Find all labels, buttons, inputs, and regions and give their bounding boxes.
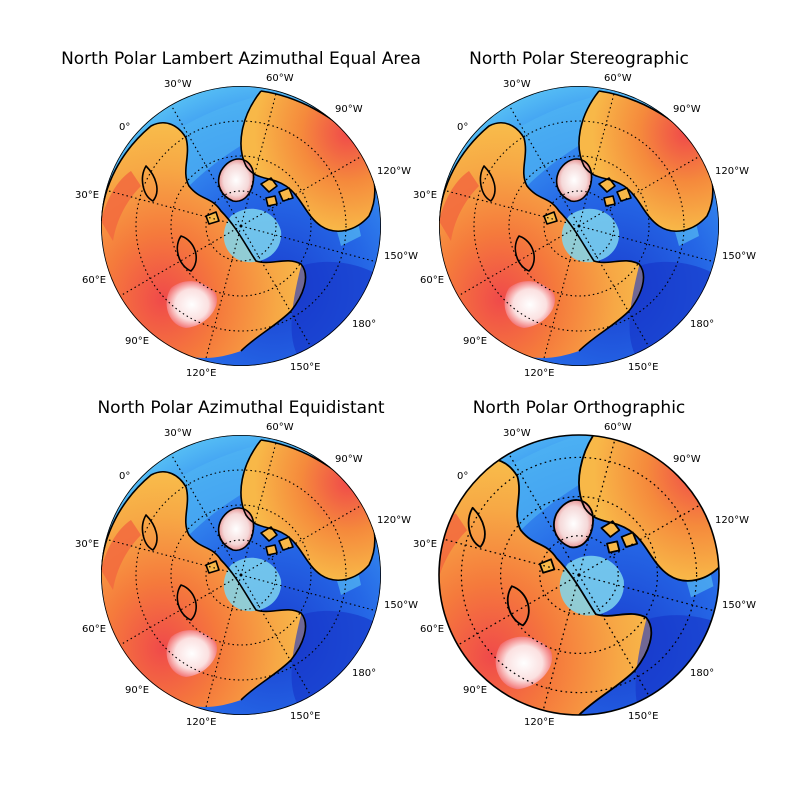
meridian-label-120w: 120°W [377,515,411,526]
meridian-label-60e: 60°E [420,624,444,635]
meridian-label-120w: 120°W [715,166,749,177]
panel-title: North Polar Lambert Azimuthal Equal Area [61,49,421,69]
meridian-labels: 30°W 60°W 0° 90°W 120°W 30°E 150°W 60°E … [75,422,418,728]
meridian-labels: 30°W 60°W 0° 90°W 120°W 30°E 150°W 60°E … [413,422,756,728]
map-disk [101,86,381,366]
meridian-label-90w: 90°W [673,104,701,115]
meridian-label-180: 180° [690,319,714,330]
map-panel-stereographic: North Polar Stereographic 30°W 60°W 0° 9… [413,49,756,379]
meridian-label-120w: 120°W [377,166,411,177]
meridian-label-30e: 30°E [75,539,99,550]
meridian-label-120e: 120°E [186,368,216,379]
meridian-label-150e: 150°E [290,362,320,373]
meridian-label-150w: 150°W [722,251,756,262]
meridian-label-0: 0° [457,122,468,133]
meridian-label-60w: 60°W [266,73,294,84]
meridian-label-90w: 90°W [673,454,701,465]
meridian-label-0: 0° [119,471,130,482]
map-panel-orthographic: North Polar Orthographic 30°W 60°W 0° 90… [413,398,756,728]
meridian-label-90e: 90°E [125,685,149,696]
meridian-label-90w: 90°W [335,454,363,465]
meridian-label-0: 0° [119,122,130,133]
meridian-label-90e: 90°E [463,336,487,347]
meridian-label-60e: 60°E [82,275,106,286]
meridian-label-150e: 150°E [628,711,658,722]
panel-title: North Polar Azimuthal Equidistant [97,398,384,418]
meridian-label-180: 180° [352,668,376,679]
meridian-label-150w: 150°W [722,600,756,611]
meridian-label-150w: 150°W [384,251,418,262]
meridian-label-60w: 60°W [604,422,632,433]
meridian-label-180: 180° [690,668,714,679]
meridian-label-30w: 30°W [503,79,531,90]
panel-title: North Polar Stereographic [469,49,689,69]
map-disk [438,434,720,716]
meridian-label-30e: 30°E [413,539,437,550]
meridian-labels: 30°W 60°W 0° 90°W 120°W 30°E 150°W 60°E … [75,73,418,379]
map-disk [439,86,719,366]
meridian-label-60w: 60°W [604,73,632,84]
meridian-label-0: 0° [457,471,468,482]
meridian-label-30w: 30°W [164,79,192,90]
meridian-label-30w: 30°W [503,428,531,439]
meridian-labels: 30°W 60°W 0° 90°W 120°W 30°E 150°W 60°E … [413,73,756,379]
panel-title: North Polar Orthographic [473,398,686,418]
meridian-label-150e: 150°E [628,362,658,373]
meridian-label-30e: 30°E [75,190,99,201]
map-panel-lambert: North Polar Lambert Azimuthal Equal Area… [61,49,421,379]
meridian-label-120w: 120°W [715,515,749,526]
map-disk [101,435,381,715]
meridian-label-120e: 120°E [524,368,554,379]
meridian-label-60w: 60°W [266,422,294,433]
meridian-label-30e: 30°E [413,190,437,201]
meridian-label-60e: 60°E [82,624,106,635]
meridian-label-150e: 150°E [290,711,320,722]
meridian-label-150w: 150°W [384,600,418,611]
meridian-label-90e: 90°E [125,336,149,347]
meridian-label-90e: 90°E [463,685,487,696]
meridian-label-120e: 120°E [186,717,216,728]
map-panel-equidistant: North Polar Azimuthal Equidistant 30°W 6… [75,398,418,728]
meridian-label-30w: 30°W [164,428,192,439]
meridian-label-120e: 120°E [524,717,554,728]
meridian-label-60e: 60°E [420,275,444,286]
meridian-label-180: 180° [352,319,376,330]
meridian-label-90w: 90°W [335,104,363,115]
